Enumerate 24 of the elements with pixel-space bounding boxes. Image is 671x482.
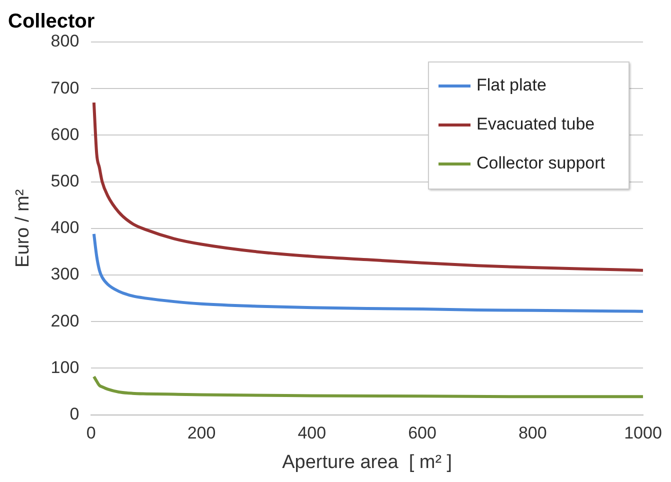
line-series [92, 101, 643, 272]
x-tick-label: 1000 [624, 424, 662, 443]
y-tick-label: 600 [50, 124, 80, 144]
x-axis-title: Aperture area [ m² ] [282, 452, 452, 473]
x-tick-label: 800 [518, 424, 547, 443]
y-tick-label: 200 [50, 311, 80, 330]
y-tick-label: 300 [50, 264, 80, 284]
legend-label: Flat plate [476, 76, 546, 95]
line-series [92, 232, 643, 313]
legend-label: Collector support [476, 154, 606, 173]
y-tick-label: 0 [70, 404, 80, 424]
y-tick-label: 500 [50, 171, 80, 190]
chart-title: Collector [8, 10, 95, 33]
x-tick-label: 200 [187, 424, 216, 443]
y-tick-label: 700 [50, 78, 80, 98]
y-tick-label: 800 [50, 32, 80, 51]
legend-label: Evacuated tube [476, 114, 595, 134]
y-axis-title: Euro / m² [12, 189, 34, 268]
x-tick-label: 0 [86, 424, 96, 443]
y-tick-label: 100 [50, 358, 80, 377]
line-series [92, 375, 643, 398]
x-tick-label: 400 [298, 424, 326, 443]
x-tick-label: 600 [408, 424, 436, 443]
y-tick-label: 400 [50, 218, 80, 238]
